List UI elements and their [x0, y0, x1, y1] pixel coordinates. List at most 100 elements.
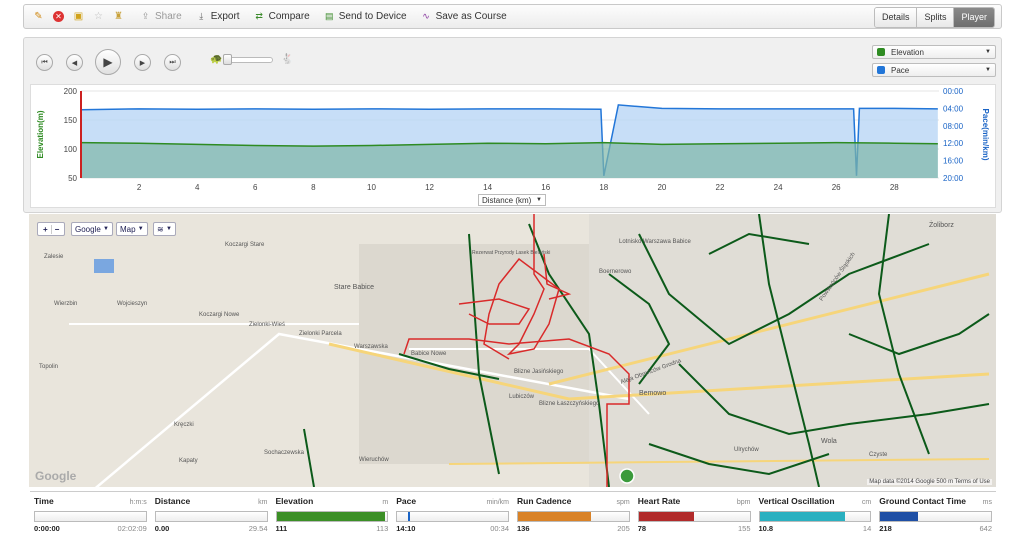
- city-area-east: [589, 214, 996, 487]
- metric-marker: [408, 512, 411, 521]
- metric-max: 642: [979, 524, 992, 533]
- metric-run-cadence: Run Cadence spm 136 205: [513, 492, 634, 535]
- map-attribution[interactable]: Map data ©2014 Google 500 m Terms of Use: [867, 479, 992, 485]
- map-provider-select[interactable]: Google ▼: [71, 222, 113, 236]
- map-place-label: Koczargi Stare: [225, 242, 265, 248]
- map-place-label: Topolin: [39, 364, 59, 370]
- map-place-label: Wierzbin: [54, 301, 78, 307]
- start-marker[interactable]: [619, 468, 635, 484]
- map-place-label: Kręczki: [174, 422, 194, 428]
- metric-current: 111: [275, 524, 288, 533]
- y-left-tick-label: 50: [68, 174, 77, 183]
- speed-slider-track[interactable]: [227, 57, 273, 63]
- tab-player[interactable]: Player: [954, 8, 994, 27]
- edit-icon[interactable]: ✎: [34, 11, 43, 22]
- chart-svg: 2 4 6 8 10 12 14 16 18 20 22 24 26 282001501005000:00…: [36, 87, 990, 192]
- step-back-button[interactable]: ◀: [66, 54, 83, 71]
- x-tick-label: 8: [311, 183, 316, 192]
- metric-current: 14:10: [396, 524, 416, 533]
- map-layers-select[interactable]: ≋ ▼: [153, 222, 176, 236]
- map-place-label: Babice Nowe: [411, 351, 447, 357]
- badge-icon[interactable]: ♜: [114, 11, 123, 22]
- metric-name: Ground Contact Time: [879, 496, 966, 506]
- lake-shape: [94, 259, 114, 273]
- step-forward-button[interactable]: ▶: [134, 54, 151, 71]
- play-button[interactable]: ▶: [95, 49, 121, 75]
- metric-current: 0.00: [154, 524, 170, 533]
- map-place-label: Stare Babice: [334, 284, 375, 291]
- metric-max: 00:34: [490, 524, 509, 533]
- fast-speed-icon: 🐇: [281, 54, 294, 65]
- tab-splits[interactable]: Splits: [917, 8, 955, 27]
- metric-current: 136: [517, 524, 530, 533]
- elevation-pace-chart[interactable]: 2 4 6 8 10 12 14 16 18 20 22 24 26 28 200 150 100 50 00:00…: [30, 84, 996, 208]
- metric-unit: bpm: [736, 499, 751, 506]
- map-place-label: Kapaty: [179, 458, 198, 464]
- lock-icon[interactable]: ▣: [73, 11, 84, 22]
- map-place-label: Żoliborz: [929, 222, 954, 229]
- chevron-down-icon: ▼: [137, 226, 144, 232]
- export-button[interactable]: ⤓ Export: [196, 11, 239, 22]
- pace-series-select[interactable]: Pace ▼: [872, 63, 996, 77]
- layers-icon: ≋: [157, 224, 164, 234]
- x-axis-select[interactable]: Distance (km) ▼: [478, 194, 546, 206]
- x-tick-label: 24: [774, 183, 783, 192]
- map-place-label: Sochaczewska: [264, 450, 305, 456]
- speed-slider-thumb[interactable]: [223, 54, 232, 65]
- metric-fill: [518, 512, 592, 521]
- chevron-down-icon: ▼: [985, 49, 991, 55]
- zoom-out-button[interactable]: −: [54, 224, 60, 234]
- compare-icon: ⇄: [255, 11, 263, 21]
- step-forward-icon: ▶: [139, 59, 146, 67]
- y-right-tick-label: 12:00: [943, 139, 964, 148]
- export-icon: ⤓: [199, 11, 204, 21]
- map-place-label: Blizne Łaszczyńskiego: [539, 401, 600, 407]
- zoom-in-button[interactable]: +: [40, 224, 52, 234]
- share-button[interactable]: ⇪ Share: [141, 11, 182, 22]
- skip-to-start-button[interactable]: ⏮: [36, 54, 53, 71]
- x-tick-label: 20: [657, 183, 666, 192]
- y-left-tick-label: 200: [64, 87, 78, 96]
- chevron-down-icon: ▼: [536, 197, 542, 203]
- metric-bar: [517, 511, 630, 522]
- y-right-axis-title: Pace(min/km): [981, 108, 990, 160]
- metric-name: Heart Rate: [637, 496, 681, 506]
- metric-unit: h:m:s: [129, 499, 147, 506]
- send-to-device-button[interactable]: ▤ Send to Device: [324, 11, 407, 22]
- skip-to-end-button[interactable]: ⏭: [164, 54, 181, 71]
- elevation-select-label: Elevation: [891, 47, 924, 57]
- chevron-down-icon: ▼: [985, 67, 991, 73]
- map-place-label: Zielonki Parcela: [299, 331, 342, 337]
- metric-distance: Distance km 0.00 29.54: [151, 492, 272, 535]
- map-place-label: Warszawska: [354, 344, 388, 350]
- x-tick-label: 2: [137, 183, 142, 192]
- x-axis-select-label: Distance (km): [482, 195, 532, 205]
- elevation-series-select[interactable]: Elevation ▼: [872, 45, 996, 59]
- map-type-select[interactable]: Map ▼: [116, 222, 148, 236]
- zoom-controls: + −: [37, 222, 66, 236]
- metric-elevation: Elevation m 111 113: [272, 492, 393, 535]
- compare-button[interactable]: ⇄ Compare: [255, 11, 310, 22]
- metric-fill: [759, 512, 845, 521]
- y-left-axis-title: Elevation(m): [36, 110, 45, 158]
- metric-unit: spm: [616, 499, 630, 506]
- y-left-tick-label: 100: [64, 145, 78, 154]
- metrics-bar: Time h:m:s 0:00:00 02:02:09 Distance km 0.0…: [30, 491, 996, 535]
- delete-icon[interactable]: ✕: [53, 11, 64, 22]
- metric-time: Time h:m:s 0:00:00 02:02:09: [30, 492, 151, 535]
- player-panel: ⏮ ◀ ▶ ▶ ⏭ 🐢 🐇 Elevation ▼ Pace ▼ 2 4 6 8 10 1…: [23, 37, 1002, 213]
- save-as-course-button[interactable]: ∿ Save as Course: [422, 11, 507, 22]
- metric-current: 0:00:00: [34, 524, 60, 533]
- route-map[interactable]: + − Google ▼ Map ▼ ≋ ▼ Zalesie Koczargi …: [29, 214, 996, 487]
- star-icon[interactable]: ☆: [94, 11, 103, 22]
- metric-name: Vertical Oscillation: [758, 496, 835, 506]
- heatmap-paths: [303, 214, 990, 487]
- metric-ground-contact-time: Ground Contact Time ms 218 642: [875, 492, 996, 535]
- tab-details[interactable]: Details: [874, 8, 918, 27]
- elevation-area: [81, 142, 938, 178]
- course-icon: ∿: [422, 11, 430, 21]
- map-place-label: Boernerowo: [599, 269, 632, 275]
- map-place-label: Zielonki-Wieś: [249, 322, 286, 328]
- metric-max: 113: [376, 524, 389, 533]
- map-place-label: Rezerwat Przyrody Lasek Bielański: [472, 250, 551, 256]
